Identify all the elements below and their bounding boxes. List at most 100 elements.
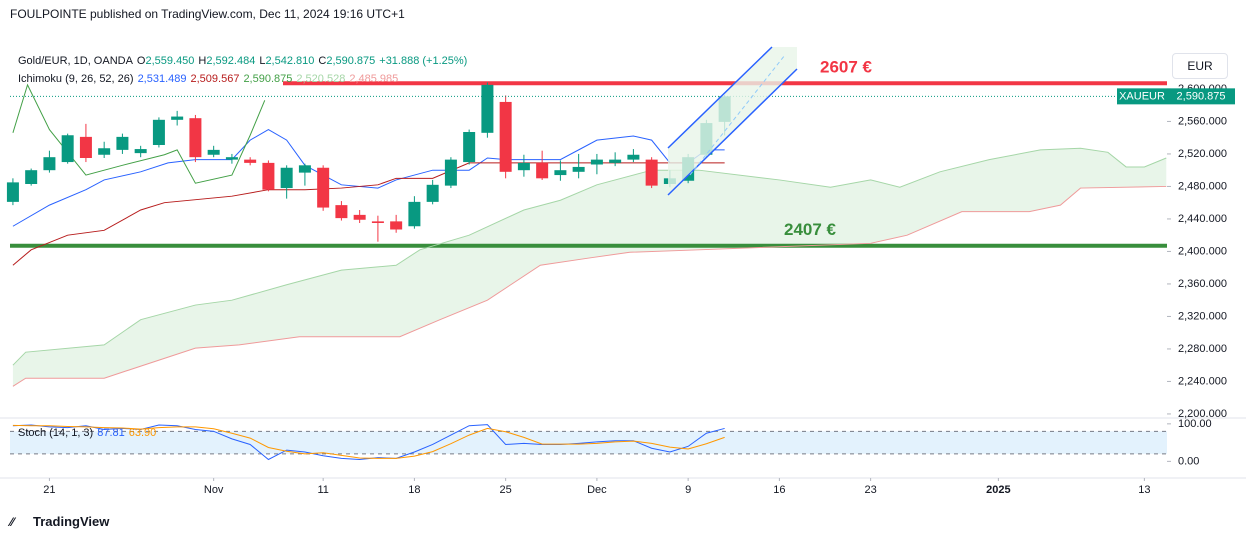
candle-body [207, 149, 220, 155]
legend-value: 2,509.567 [190, 73, 240, 85]
price-tag [1167, 88, 1235, 105]
x-tick-label: 9 [685, 484, 691, 496]
x-tick-label: 16 [773, 484, 785, 496]
level-label: 2607 € [820, 58, 873, 77]
candle-body [554, 170, 567, 176]
stoch-line [12, 424, 725, 459]
legend-key: H [198, 55, 207, 67]
logo: ⁄⁄ [10, 515, 15, 529]
candle-body [499, 101, 512, 172]
currency-button[interactable]: EUR [1172, 53, 1228, 79]
price-label: 2,590.875 [1177, 90, 1226, 102]
legend-value: 2,531.489 [137, 73, 187, 85]
candle-body [463, 132, 476, 163]
cloud [12, 148, 1167, 387]
legend-value: 2,542.810 [265, 55, 315, 67]
symbol-tag [1117, 88, 1167, 105]
candle-body [390, 221, 403, 230]
x-tick-label: Nov [204, 484, 224, 496]
legend-value: 63.90 [128, 427, 157, 439]
candle-body [134, 149, 147, 154]
candle-body [61, 135, 74, 163]
candle-body [225, 157, 238, 160]
trend-channel [667, 46, 798, 196]
legend-key: C [318, 55, 327, 67]
stoch-legend: Stoch (14, 1, 3) 87.81 63.90 [18, 427, 160, 439]
candle-body [590, 159, 603, 165]
candle-body [572, 166, 585, 172]
candle-body [517, 162, 530, 171]
y-tick-label: 2,400.000 [1178, 245, 1227, 257]
candle-body [298, 165, 311, 173]
channel-mid [689, 54, 786, 176]
candle-body [244, 159, 257, 163]
x-tick-label: 25 [500, 484, 512, 496]
legend-title: Stoch (14, 1, 3) [18, 427, 94, 439]
legend-value: 2,520.528 [296, 73, 346, 85]
candle-body [408, 201, 421, 227]
candle-body [152, 119, 165, 145]
candle-body [79, 136, 92, 158]
ichimoku-legend: Ichimoku (9, 26, 52, 26) 2,531.489 2,509.5… [18, 73, 402, 85]
legend-value: 87.81 [97, 427, 125, 439]
x-tick-label: 2025 [986, 484, 1010, 496]
legend-value: 2,590.875 [243, 73, 293, 85]
y-tick-label: 2,520.000 [1178, 148, 1227, 160]
legend-key: L [259, 55, 266, 67]
x-tick-label: 11 [317, 484, 328, 496]
candle-body [609, 159, 622, 163]
candle-body [280, 167, 293, 189]
ichimoku-line [12, 128, 725, 227]
y-tick-label: 0.00 [1178, 455, 1199, 467]
y-tick-label: 2,240.000 [1178, 375, 1227, 387]
candle-body [536, 162, 549, 179]
candle-body [426, 184, 439, 202]
candle-body [189, 118, 202, 158]
candle-body [43, 157, 56, 171]
brand: TradingView [33, 514, 110, 529]
level-label: 2407 € [784, 220, 837, 239]
legend-title: Gold/EUR, 1D, OANDA [18, 55, 133, 67]
candle-body [262, 162, 275, 190]
ichimoku-line [12, 83, 266, 184]
channel-upper [667, 46, 773, 149]
symbol-label: XAUEUR [1119, 90, 1165, 102]
legend-value: 2,592.484 [206, 55, 256, 67]
y-tick-label: 2,360.000 [1178, 278, 1227, 290]
legend-value: 2,559.450 [145, 55, 195, 67]
candle-body [317, 167, 330, 208]
ohlc-legend: Gold/EUR, 1D, OANDA O2,559.450 H2,592.484 L… [18, 55, 471, 67]
candle-body [335, 205, 348, 219]
y-tick-label: 2,320.000 [1178, 310, 1227, 322]
legend-value: 2,590.875 [326, 55, 376, 67]
x-tick-label: 21 [43, 484, 55, 496]
channel-lower [667, 68, 798, 196]
x-tick-label: 18 [408, 484, 420, 496]
y-tick-label: 2,200.000 [1178, 408, 1227, 420]
legend-value: 2,485.985 [349, 73, 399, 85]
legend-change: +31.888 (+1.25%) [379, 55, 468, 67]
ichimoku-line [12, 147, 1167, 366]
x-tick-label: 23 [865, 484, 877, 496]
legend-key: O [136, 55, 146, 67]
ichimoku-line [12, 185, 1167, 387]
legend-title: Ichimoku (9, 26, 52, 26) [18, 73, 134, 85]
candle-body [6, 182, 19, 202]
publisher: FOULPOINTE published on TradingView.com,… [10, 7, 405, 21]
y-tick-label: 100.00 [1178, 418, 1212, 430]
candle-body [98, 148, 111, 155]
candle-body [353, 214, 366, 220]
y-tick-label: 2,560.000 [1178, 115, 1227, 127]
candle-body [371, 221, 384, 223]
candle-body [171, 116, 184, 120]
candle-body [645, 159, 658, 186]
candle-body [444, 159, 457, 186]
y-tick-label: 2,480.000 [1178, 180, 1227, 192]
x-tick-label: Dec [587, 484, 607, 496]
candle-body [25, 170, 38, 184]
y-tick-label: 2,280.000 [1178, 343, 1227, 355]
candle-body [481, 84, 494, 133]
x-tick-label: 13 [1138, 484, 1150, 496]
